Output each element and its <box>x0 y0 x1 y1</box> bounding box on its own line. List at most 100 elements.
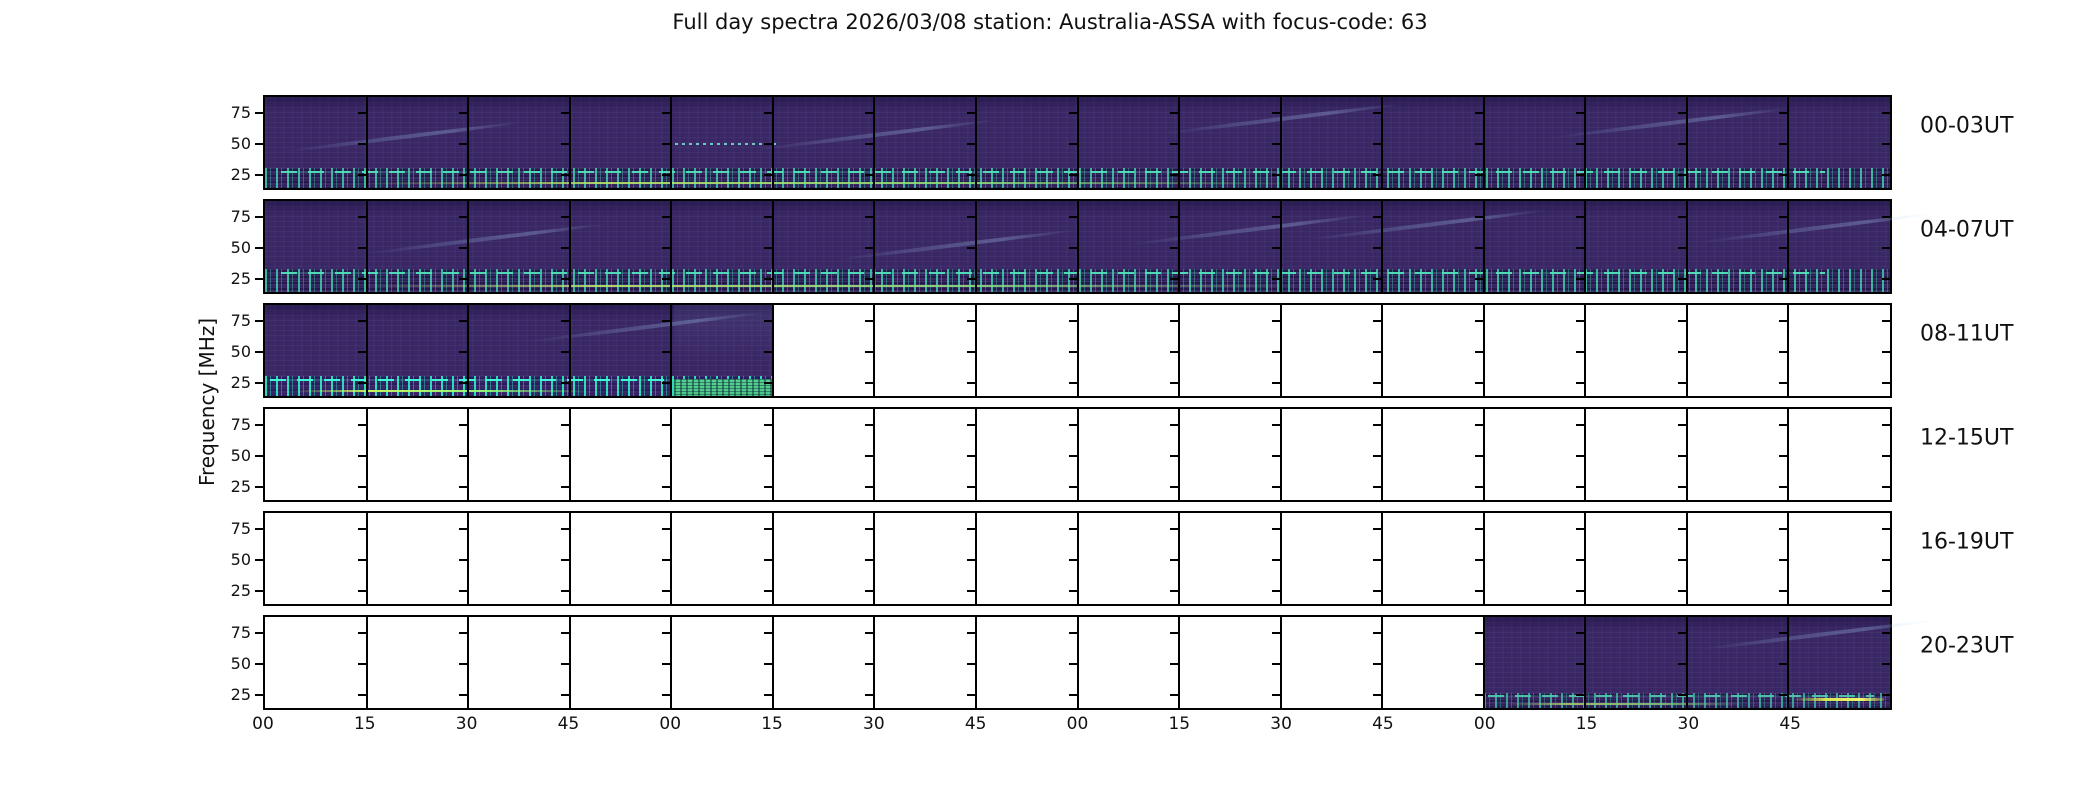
freq-tick-label: 50 <box>230 238 251 258</box>
divider-freq-tick <box>966 216 975 219</box>
divider-freq-tick <box>1271 143 1280 146</box>
divider-freq-tick <box>865 663 874 666</box>
divider-freq-tick <box>1779 247 1788 250</box>
divider-freq-tick <box>1677 590 1686 593</box>
y-axis-title: Frequency [MHz] <box>195 317 219 487</box>
time-segment-divider <box>560 513 571 604</box>
divider-freq-tick <box>662 455 671 458</box>
divider-freq-tick <box>966 382 975 385</box>
time-segment-divider <box>1779 201 1790 292</box>
divider-freq-tick <box>1271 382 1280 385</box>
right-spine-freq-tick <box>1882 663 1890 666</box>
time-segment-divider <box>1474 201 1485 292</box>
divider-freq-tick <box>966 320 975 323</box>
freq-tick <box>255 632 265 635</box>
divider-freq-tick <box>357 382 366 385</box>
divider-freq-tick <box>1677 528 1686 531</box>
time-segment-divider <box>763 409 774 500</box>
time-segment-divider <box>560 305 571 396</box>
freq-tick-label: 25 <box>230 581 251 601</box>
divider-freq-tick <box>1576 112 1585 115</box>
divider-freq-tick <box>1576 174 1585 177</box>
time-segment-divider <box>662 97 673 188</box>
time-segment-divider <box>459 409 470 500</box>
divider-freq-tick <box>357 486 366 489</box>
divider-freq-tick <box>865 216 874 219</box>
divider-freq-tick <box>459 112 468 115</box>
yellow-streak <box>1794 697 1884 701</box>
time-segment-divider <box>1373 617 1384 708</box>
x-tick-label: 45 <box>1779 714 1802 734</box>
divider-freq-tick <box>865 486 874 489</box>
divider-freq-tick <box>865 278 874 281</box>
divider-freq-tick <box>763 112 772 115</box>
time-segment-divider <box>1576 513 1587 604</box>
time-segment-divider <box>966 409 977 500</box>
divider-freq-tick <box>357 694 366 697</box>
time-segment-divider <box>1271 305 1282 396</box>
time-segment-divider <box>459 201 470 292</box>
time-segment-divider <box>763 97 774 188</box>
divider-freq-tick <box>1068 528 1077 531</box>
freq-tick <box>255 278 265 281</box>
right-spine-freq-tick <box>1882 632 1890 635</box>
freq-tick <box>255 590 265 593</box>
light-patch <box>673 305 773 358</box>
time-segment-divider <box>1779 409 1790 500</box>
right-spine-freq-tick <box>1882 486 1890 489</box>
right-spine-freq-tick <box>1882 382 1890 385</box>
divider-freq-tick <box>1373 559 1382 562</box>
divider-freq-tick <box>1474 590 1483 593</box>
divider-freq-tick <box>1170 663 1179 666</box>
divider-freq-tick <box>1271 632 1280 635</box>
divider-freq-tick <box>560 663 569 666</box>
divider-freq-tick <box>357 278 366 281</box>
time-segment-divider <box>966 97 977 188</box>
freq-tick <box>255 486 265 489</box>
divider-freq-tick <box>662 486 671 489</box>
divider-freq-tick <box>1068 590 1077 593</box>
time-segment-divider <box>1779 617 1790 708</box>
divider-freq-tick <box>1474 174 1483 177</box>
divider-freq-tick <box>1068 424 1077 427</box>
time-segment-divider <box>1068 201 1079 292</box>
time-segment-divider <box>1170 513 1181 604</box>
divider-freq-tick <box>662 528 671 531</box>
divider-freq-tick <box>966 424 975 427</box>
divider-freq-tick <box>763 424 772 427</box>
divider-freq-tick <box>1068 112 1077 115</box>
freq-tick-label: 75 <box>230 311 251 331</box>
time-segment-divider <box>662 617 673 708</box>
freq-tick-label: 25 <box>230 269 251 289</box>
row-time-label: 08-11UT <box>1920 321 2014 347</box>
dotted-line <box>674 142 777 145</box>
divider-freq-tick <box>1373 247 1382 250</box>
divider-freq-tick <box>763 455 772 458</box>
divider-freq-tick <box>1170 590 1179 593</box>
divider-freq-tick <box>1576 632 1585 635</box>
time-segment-divider <box>1271 201 1282 292</box>
divider-freq-tick <box>1068 351 1077 354</box>
divider-freq-tick <box>662 278 671 281</box>
divider-freq-tick <box>1474 455 1483 458</box>
right-spine-freq-tick <box>1882 528 1890 531</box>
divider-freq-tick <box>1068 486 1077 489</box>
divider-freq-tick <box>1271 320 1280 323</box>
spectrogram-data <box>265 305 773 396</box>
divider-freq-tick <box>459 351 468 354</box>
divider-freq-tick <box>1170 174 1179 177</box>
freq-tick-label: 75 <box>230 623 251 643</box>
divider-freq-tick <box>763 382 772 385</box>
time-segment-divider <box>865 305 876 396</box>
divider-freq-tick <box>357 455 366 458</box>
right-spine-freq-tick <box>1882 590 1890 593</box>
spectrogram-row-08-11UT: 75 50 25 08-11UT <box>231 303 2013 398</box>
divider-freq-tick <box>357 351 366 354</box>
spectrogram-row-20-23UT: 75 50 25 20-23UT <box>231 615 2013 710</box>
divider-freq-tick <box>357 247 366 250</box>
freq-tick-label: 50 <box>230 654 251 674</box>
divider-freq-tick <box>763 694 772 697</box>
divider-freq-tick <box>1779 455 1788 458</box>
divider-freq-tick <box>1677 424 1686 427</box>
